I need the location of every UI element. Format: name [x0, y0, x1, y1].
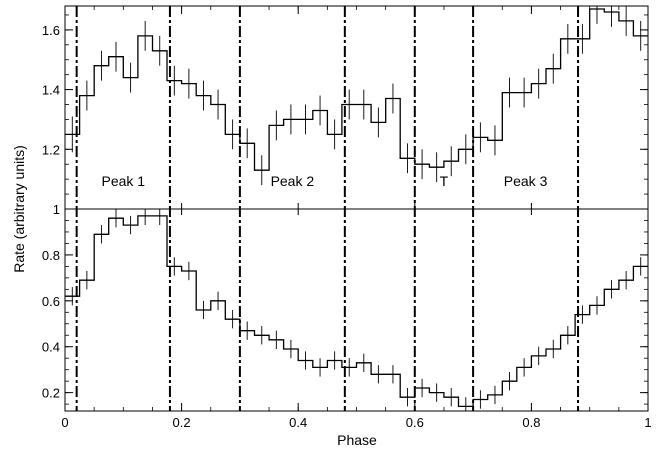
bottom-y-tick-label: 0.4 — [42, 340, 60, 355]
phase-boundaries — [75, 6, 580, 411]
bottom-y-tick-label: 0.8 — [42, 248, 60, 263]
top-y-tick-label: 1.4 — [42, 83, 60, 98]
y-axis-title: Rate (arbitrary units) — [11, 145, 27, 273]
x-tick-label: 0 — [61, 415, 68, 430]
bottom-y-tick-label: 0.6 — [42, 294, 60, 309]
region-label: Peak 1 — [102, 173, 146, 189]
x-tick-label: 0.4 — [289, 415, 307, 430]
bottom-series-step-line — [65, 215, 648, 408]
top-series-step-line — [65, 8, 648, 171]
bottom-y-tick-label: 1 — [53, 202, 60, 217]
bottom-panel: 0.2 0.4 0.6 0.8 1 — [42, 202, 649, 412]
top-y-tick-label: 1.6 — [42, 23, 60, 38]
region-label: T — [440, 173, 449, 189]
bottom-y-tick-label: 0.2 — [42, 386, 60, 401]
x-tick-label: 0.2 — [173, 415, 191, 430]
region-label: Peak 2 — [271, 173, 315, 189]
x-axis-title: Phase — [337, 432, 377, 448]
x-tick-label: 0.8 — [522, 415, 540, 430]
top-y-tick-label: 1.2 — [42, 142, 60, 157]
region-labels: Peak 1 Peak 2 T Peak 3 — [102, 173, 548, 189]
x-axis: 0 0.2 0.4 0.6 0.8 1 — [61, 6, 652, 430]
region-label: Peak 3 — [504, 173, 548, 189]
x-tick-label: 1 — [644, 415, 651, 430]
bottom-panel-frame — [64, 208, 649, 412]
x-tick-label: 0.6 — [406, 415, 424, 430]
